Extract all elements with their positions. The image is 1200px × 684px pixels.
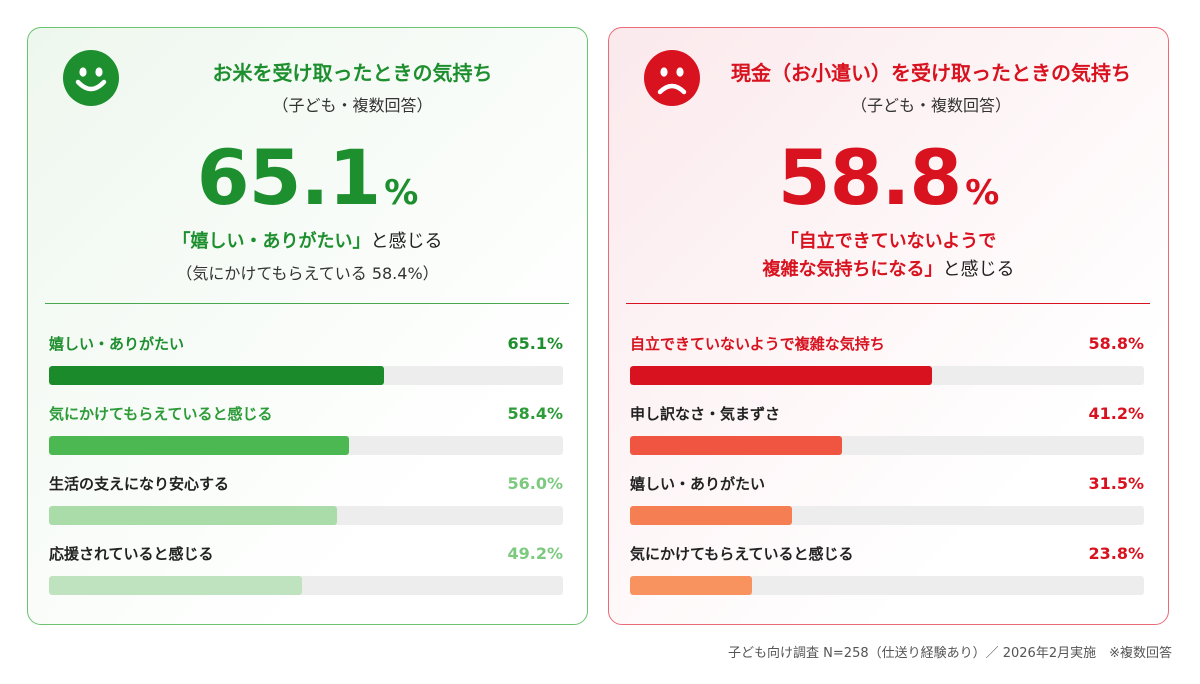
bar bbox=[49, 576, 302, 595]
bar-category-label: 気にかけてもらえていると感じる bbox=[49, 405, 273, 423]
bar-track bbox=[630, 436, 1144, 455]
bar bbox=[630, 366, 933, 385]
divider bbox=[45, 303, 569, 304]
headline-text: 「自立できていないようで 複雑な気持ちになる」と感じる bbox=[609, 228, 1168, 284]
bar-row: 応援されていると感じる 49.2% bbox=[49, 543, 563, 613]
big-unit: % bbox=[384, 173, 419, 213]
bar-chart: 自立できていないようで複雑な気持ち 58.8% 申し訳なさ・気まずさ 41.2% 嬉しい… bbox=[630, 333, 1144, 613]
bar bbox=[630, 506, 792, 525]
smiley-icon bbox=[63, 50, 119, 106]
rice-feelings-panel: お米を受け取ったときの気持ち （子ども・複数回答） 65.1% 「嬉しい・ありが… bbox=[27, 27, 588, 625]
big-number: 58.8 bbox=[777, 133, 963, 222]
bar-row: 嬉しい・ありがたい 31.5% bbox=[630, 473, 1144, 543]
bar-row: 生活の支えになり安心する 56.0% bbox=[49, 473, 563, 543]
headline-highlight-line2: 複雑な気持ちになる」 bbox=[762, 259, 943, 280]
bar-category-label: 生活の支えになり安心する bbox=[49, 475, 230, 493]
bar-value-label: 65.1% bbox=[507, 334, 563, 353]
bar-value-label: 41.2% bbox=[1088, 404, 1144, 423]
survey-footnote: 子ども向け調査 N=258（仕送り経験あり）／ 2026年2月実施 ※複数回答 bbox=[728, 646, 1172, 661]
big-unit: % bbox=[965, 173, 1000, 213]
big-number: 65.1 bbox=[196, 133, 382, 222]
bar bbox=[49, 436, 350, 455]
bar-chart: 嬉しい・ありがたい 65.1% 気にかけてもらえていると感じる 58.4% 生活の支えに… bbox=[49, 333, 563, 613]
bar-value-label: 56.0% bbox=[507, 474, 563, 493]
bar bbox=[630, 436, 842, 455]
bar-row: 自立できていないようで複雑な気持ち 58.8% bbox=[630, 333, 1144, 403]
bar-value-label: 58.8% bbox=[1088, 334, 1144, 353]
panel-subtitle: （子ども・複数回答） bbox=[272, 96, 433, 115]
headline-text: 「嬉しい・ありがたい」と感じる （気にかけてもらえている 58.4%） bbox=[28, 228, 587, 288]
bar-row: 申し訳なさ・気まずさ 41.2% bbox=[630, 403, 1144, 473]
bar-category-label: 自立できていないようで複雑な気持ち bbox=[630, 335, 885, 353]
bar-track bbox=[49, 436, 563, 455]
bar bbox=[49, 366, 384, 385]
bar-category-label: 気にかけてもらえていると感じる bbox=[630, 545, 854, 563]
headline-note: （気にかけてもらえている 58.4%） bbox=[176, 264, 439, 283]
headline-suffix: と感じる bbox=[370, 231, 443, 252]
bar-track bbox=[630, 366, 1144, 385]
headline-highlight-line1: 「自立できていないようで bbox=[780, 231, 997, 252]
panel-title: お米を受け取ったときの気持ち bbox=[212, 61, 493, 85]
frowny-icon bbox=[644, 50, 700, 106]
panel-subtitle: （子ども・複数回答） bbox=[850, 96, 1011, 115]
panel-title: 現金（お小遣い）を受け取ったときの気持ち bbox=[731, 61, 1131, 85]
bar-value-label: 49.2% bbox=[507, 544, 563, 563]
bar-row: 気にかけてもらえていると感じる 58.4% bbox=[49, 403, 563, 473]
bar-track bbox=[49, 576, 563, 595]
bar-track bbox=[630, 506, 1144, 525]
headline-suffix: と感じる bbox=[942, 259, 1015, 280]
bar bbox=[630, 576, 753, 595]
bar-track bbox=[630, 576, 1144, 595]
headline-highlight: 「嬉しい・ありがたい」 bbox=[172, 231, 371, 252]
bar-row: 気にかけてもらえていると感じる 23.8% bbox=[630, 543, 1144, 613]
headline-percentage: 65.1% bbox=[28, 128, 587, 228]
bar-category-label: 嬉しい・ありがたい bbox=[630, 475, 766, 493]
divider bbox=[626, 303, 1150, 304]
bar-track bbox=[49, 506, 563, 525]
bar-category-label: 応援されていると感じる bbox=[49, 545, 214, 563]
bar bbox=[49, 506, 337, 525]
bar-value-label: 58.4% bbox=[507, 404, 563, 423]
bar-row: 嬉しい・ありがたい 65.1% bbox=[49, 333, 563, 403]
bar-value-label: 23.8% bbox=[1088, 544, 1144, 563]
cash-feelings-panel: 現金（お小遣い）を受け取ったときの気持ち （子ども・複数回答） 58.8% 「自… bbox=[608, 27, 1169, 625]
bar-category-label: 嬉しい・ありがたい bbox=[49, 335, 185, 353]
bar-value-label: 31.5% bbox=[1088, 474, 1144, 493]
bar-track bbox=[49, 366, 563, 385]
bar-category-label: 申し訳なさ・気まずさ bbox=[630, 405, 781, 423]
headline-percentage: 58.8% bbox=[609, 128, 1168, 228]
